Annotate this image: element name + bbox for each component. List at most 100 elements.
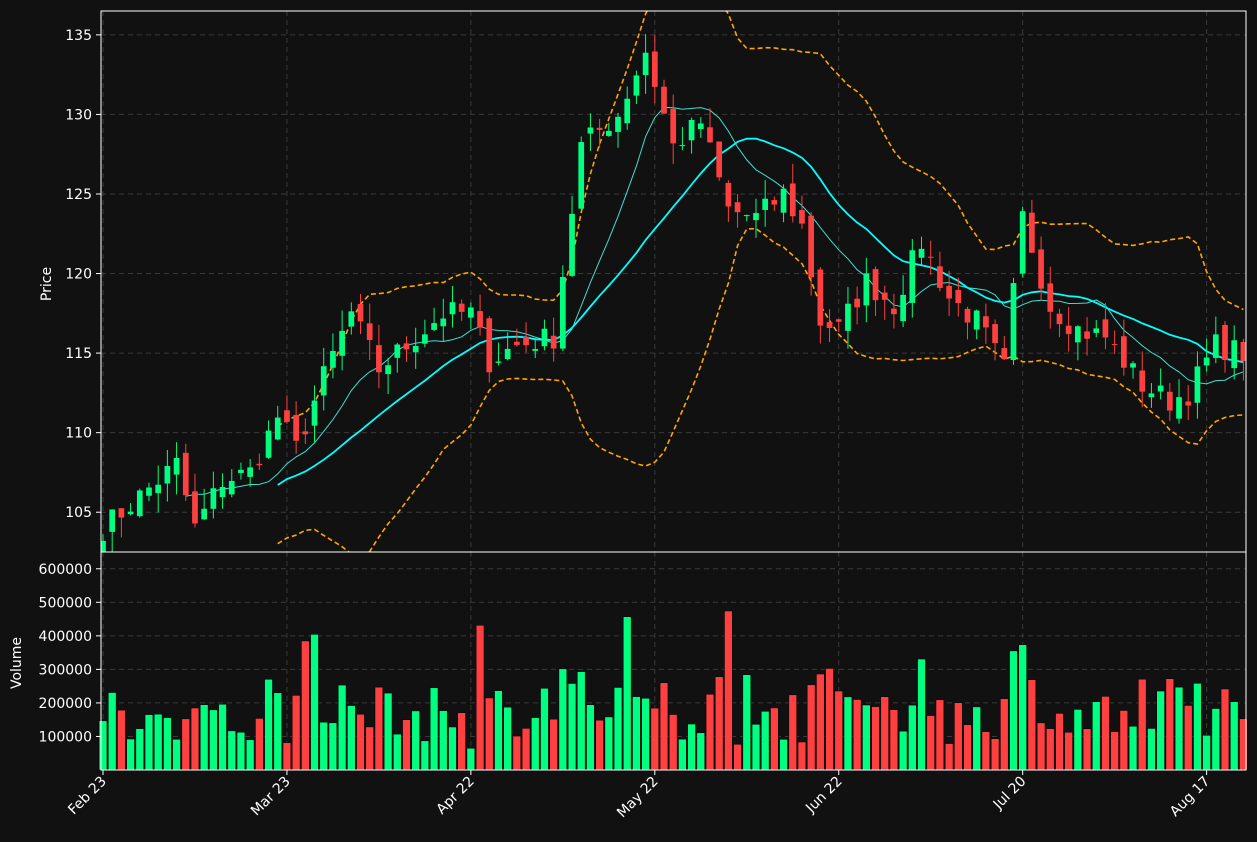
candle-body <box>118 508 125 518</box>
candle-body <box>725 182 732 207</box>
volume-bar <box>604 716 613 771</box>
candle <box>670 94 677 164</box>
price-tick-label: 115 <box>65 346 92 362</box>
candle <box>1102 302 1109 350</box>
volume-bar <box>117 709 126 771</box>
candles <box>101 34 1246 552</box>
candle <box>863 257 870 323</box>
volume-bar <box>696 732 705 771</box>
volume-bar <box>1147 728 1156 771</box>
candle-body <box>504 348 511 359</box>
candle-body <box>219 486 226 498</box>
volume-bar <box>623 616 632 771</box>
volume-bar <box>393 733 402 771</box>
candle <box>992 319 998 361</box>
volume-bar <box>200 704 209 771</box>
volume-bar <box>1220 688 1230 771</box>
volume-bar <box>475 625 485 771</box>
candle <box>789 163 796 223</box>
candle <box>293 401 299 454</box>
volume-bar <box>650 707 659 771</box>
volume-bar <box>1000 698 1009 771</box>
price-tick-label: 125 <box>65 187 92 203</box>
candle <box>1120 319 1127 376</box>
candle-body <box>1240 341 1246 362</box>
volume-bar <box>761 711 770 771</box>
candle-body <box>734 202 741 213</box>
candle-body <box>1176 397 1182 419</box>
candle-body <box>1231 340 1238 369</box>
volume-bar <box>485 697 494 771</box>
candle <box>394 342 401 373</box>
volume-bar <box>172 739 181 771</box>
candle <box>468 302 474 329</box>
volume-bar <box>788 694 797 771</box>
candle <box>642 34 649 94</box>
candle-body <box>101 540 106 552</box>
volume-bar <box>411 710 420 771</box>
candle <box>1093 319 1100 338</box>
volume-panel-frame <box>100 551 1247 771</box>
volume-bar <box>163 717 172 771</box>
candle-body <box>1047 283 1054 312</box>
volume-bar <box>687 723 696 771</box>
candle <box>817 267 824 344</box>
volume-bar <box>273 692 282 771</box>
candle-body <box>983 316 989 328</box>
candle <box>504 332 511 361</box>
candle-body <box>615 116 621 132</box>
candle-body <box>136 490 143 517</box>
candle-body <box>624 98 631 124</box>
candle <box>1111 330 1118 354</box>
candle <box>1029 199 1035 254</box>
candle <box>688 117 695 154</box>
volume-bar <box>135 728 144 771</box>
candle <box>808 212 815 296</box>
candle-body <box>1084 331 1090 339</box>
candle <box>403 336 410 362</box>
candle-body <box>1075 326 1081 343</box>
candle-body <box>716 141 723 178</box>
candle <box>771 196 778 212</box>
volume-bar <box>301 640 310 771</box>
candle-body <box>228 480 235 495</box>
candle-body <box>477 311 483 328</box>
volume-bar <box>154 713 163 771</box>
candle <box>523 322 529 353</box>
volume-bar <box>917 658 926 771</box>
candle <box>1166 382 1173 421</box>
candle-body <box>863 273 870 306</box>
candle <box>1148 383 1155 408</box>
volume-bar <box>227 730 236 771</box>
volume-bar <box>586 704 595 771</box>
volume-bar <box>282 742 292 771</box>
candle-body <box>1111 344 1118 346</box>
candle <box>146 482 152 502</box>
volume-bar <box>1211 708 1220 771</box>
volume-bar <box>1092 701 1101 771</box>
candle <box>826 309 833 343</box>
volume-bar <box>926 715 935 771</box>
candle <box>118 508 125 538</box>
candle <box>201 488 208 520</box>
volume-bar <box>457 712 466 771</box>
candle <box>615 112 621 148</box>
candle-body <box>771 200 778 205</box>
candle <box>366 303 373 361</box>
candle-body <box>495 361 502 363</box>
volume-bar <box>816 673 825 771</box>
candle-body <box>964 308 971 323</box>
candle <box>1176 379 1182 424</box>
candle-body <box>155 484 162 494</box>
volume-bar <box>310 634 319 771</box>
volume-bar <box>1009 650 1018 771</box>
candle <box>983 303 989 344</box>
ma-slow-line <box>277 137 1244 486</box>
volume-bar <box>751 724 761 771</box>
candle <box>238 462 244 480</box>
candle-body <box>946 285 952 299</box>
volume-tick-label: 200000 <box>39 696 92 712</box>
volume-bar <box>954 702 963 771</box>
candle <box>780 184 787 223</box>
candle <box>725 180 732 223</box>
